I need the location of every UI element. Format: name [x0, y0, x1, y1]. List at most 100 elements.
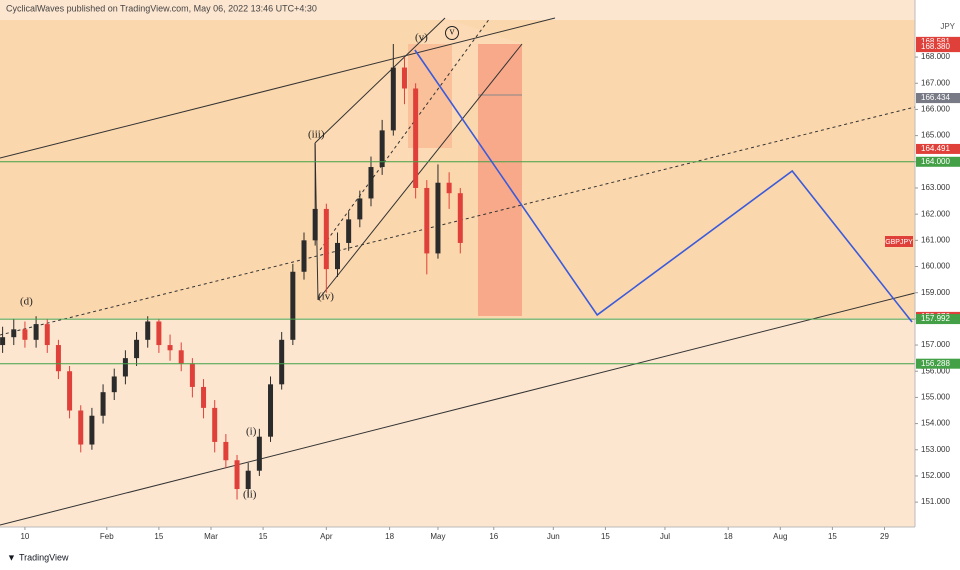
symbol-badge — [885, 236, 913, 247]
candle-body — [111, 376, 117, 393]
y-tick-label: 167.000 — [921, 78, 950, 87]
zone — [0, 20, 915, 318]
logo-mark: ▼ — [7, 552, 16, 562]
candle-body — [33, 324, 39, 340]
symbol: GBPJPY — [885, 239, 913, 246]
y-tick-label: 162.000 — [921, 209, 950, 218]
level-badge — [916, 358, 960, 369]
candle-body — [44, 324, 50, 346]
wave-label: (i) — [246, 426, 257, 438]
level-badge — [916, 42, 960, 53]
candle-body — [301, 240, 307, 272]
candle-body — [457, 193, 463, 243]
x-tick-label: 15 — [259, 532, 268, 541]
level-label: 168.581 — [921, 37, 950, 46]
candle-body — [268, 384, 274, 437]
level-badge — [916, 314, 960, 325]
candle-body — [178, 350, 184, 364]
candle-body — [11, 329, 17, 338]
candle-body — [189, 363, 195, 387]
x-tick-label: 15 — [601, 532, 610, 541]
level-label: 168.380 — [921, 42, 950, 51]
candle-body — [22, 329, 28, 340]
level-badge — [916, 143, 960, 154]
candle-body — [446, 182, 452, 194]
y-tick-label: 156.000 — [921, 366, 950, 375]
y-tick-label: 155.000 — [921, 393, 950, 402]
x-tick-label: Feb — [100, 532, 114, 541]
x-tick-label: Jul — [660, 532, 670, 541]
candle-body — [156, 321, 162, 346]
wave-label: (ii) — [243, 489, 257, 501]
channel-line — [0, 17, 556, 159]
x-tick-label: Jun — [547, 532, 560, 541]
y-tick-label: 166.000 — [921, 105, 950, 114]
y-tick-label: 161.000 — [921, 235, 950, 244]
y-tick-label: 160.000 — [921, 262, 950, 271]
wave-label: (iv) — [318, 291, 334, 303]
candle-body — [435, 182, 441, 254]
y-tick-label: 163.000 — [921, 183, 950, 192]
x-tick-label: 18 — [724, 532, 733, 541]
y-tick-label: 152.000 — [921, 471, 950, 480]
candle-body — [245, 470, 251, 490]
candle-body — [368, 167, 374, 199]
candle-body — [89, 415, 95, 445]
wave-label: (d) — [20, 296, 33, 308]
level-label: 164.491 — [921, 144, 950, 153]
x-tick-label: 15 — [154, 532, 163, 541]
x-tick-label: Aug — [773, 532, 787, 541]
level-label: 166.434 — [921, 93, 950, 102]
y-tick-label: 157.000 — [921, 340, 950, 349]
channel-line — [314, 17, 446, 144]
candle-body — [223, 441, 229, 461]
x-tick-label: Mar — [204, 532, 218, 541]
candle-body — [167, 345, 173, 351]
target-box — [478, 44, 522, 316]
y-tick-label: 165.000 — [921, 131, 950, 140]
x-tick-label: 16 — [489, 532, 498, 541]
x-tick-label: 18 — [385, 532, 394, 541]
candle-body — [134, 339, 140, 359]
y-tick-label: 159.000 — [921, 288, 950, 297]
channel-line — [317, 43, 523, 301]
y-tick-label: 154.000 — [921, 419, 950, 428]
level-badge — [916, 93, 960, 104]
wave-label: (v) — [415, 32, 428, 44]
projection-path — [414, 49, 913, 323]
candle-body — [323, 208, 329, 270]
candle-body — [312, 208, 318, 241]
channel-line — [0, 292, 916, 526]
candle-body — [234, 460, 240, 490]
candle-body — [122, 358, 128, 377]
wave-label: v — [450, 26, 455, 37]
candle-body — [413, 88, 419, 188]
x-tick-label: 15 — [828, 532, 837, 541]
level-badge — [916, 36, 960, 47]
header: CyclicalWaves published on TradingView.c… — [6, 3, 317, 13]
inner-channel — [315, 18, 522, 300]
candle-body — [379, 130, 385, 168]
candle-body — [334, 242, 340, 270]
mid-line — [0, 106, 916, 336]
candle-body — [55, 345, 61, 372]
candle-body — [401, 67, 407, 89]
candle-body — [0, 337, 6, 346]
x-tick-label: 10 — [20, 532, 29, 541]
candle-body — [100, 392, 106, 416]
marks — [0, 43, 915, 500]
x-tick-label: 29 — [880, 532, 889, 541]
currency: JPY — [940, 22, 955, 31]
x-tick-label: Apr — [320, 532, 333, 541]
x-tick-label: May — [430, 532, 445, 541]
candle-body — [201, 386, 207, 408]
candle-body — [290, 271, 296, 340]
y-tick-label: 153.000 — [921, 445, 950, 454]
y-tick-label: 168.000 — [921, 52, 950, 61]
level-badge — [916, 156, 960, 167]
y-tick-label: 151.000 — [921, 497, 950, 506]
candle-body — [357, 198, 363, 220]
candle-body — [279, 339, 285, 385]
candle-body — [78, 410, 84, 445]
